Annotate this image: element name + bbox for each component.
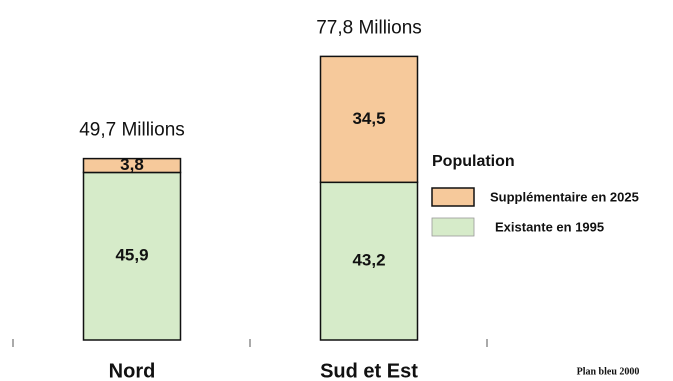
total-label: 49,7 Millions xyxy=(79,120,185,141)
legend-label: Existante en 1995 xyxy=(495,219,604,234)
x-tick-label: Sud et Est xyxy=(320,360,418,381)
bar-segment xyxy=(82,171,182,341)
value-label: 45,9 xyxy=(115,246,148,265)
legend-swatch xyxy=(431,217,475,237)
bar-segment xyxy=(319,55,419,184)
legend-title: Population xyxy=(432,153,515,170)
total-label: 77,8 Millions xyxy=(316,17,422,38)
value-label: 34,5 xyxy=(352,109,385,128)
value-label: 43,2 xyxy=(352,251,385,270)
legend-label: Supplémentaire en 2025 xyxy=(490,189,639,204)
bar-segment xyxy=(319,181,419,341)
bar-segment xyxy=(82,157,182,174)
source: Plan bleu 2000 xyxy=(577,366,640,377)
value-label: 3,8 xyxy=(120,155,144,174)
legend-swatch xyxy=(431,187,475,207)
x-tick-label: Nord xyxy=(109,360,156,381)
